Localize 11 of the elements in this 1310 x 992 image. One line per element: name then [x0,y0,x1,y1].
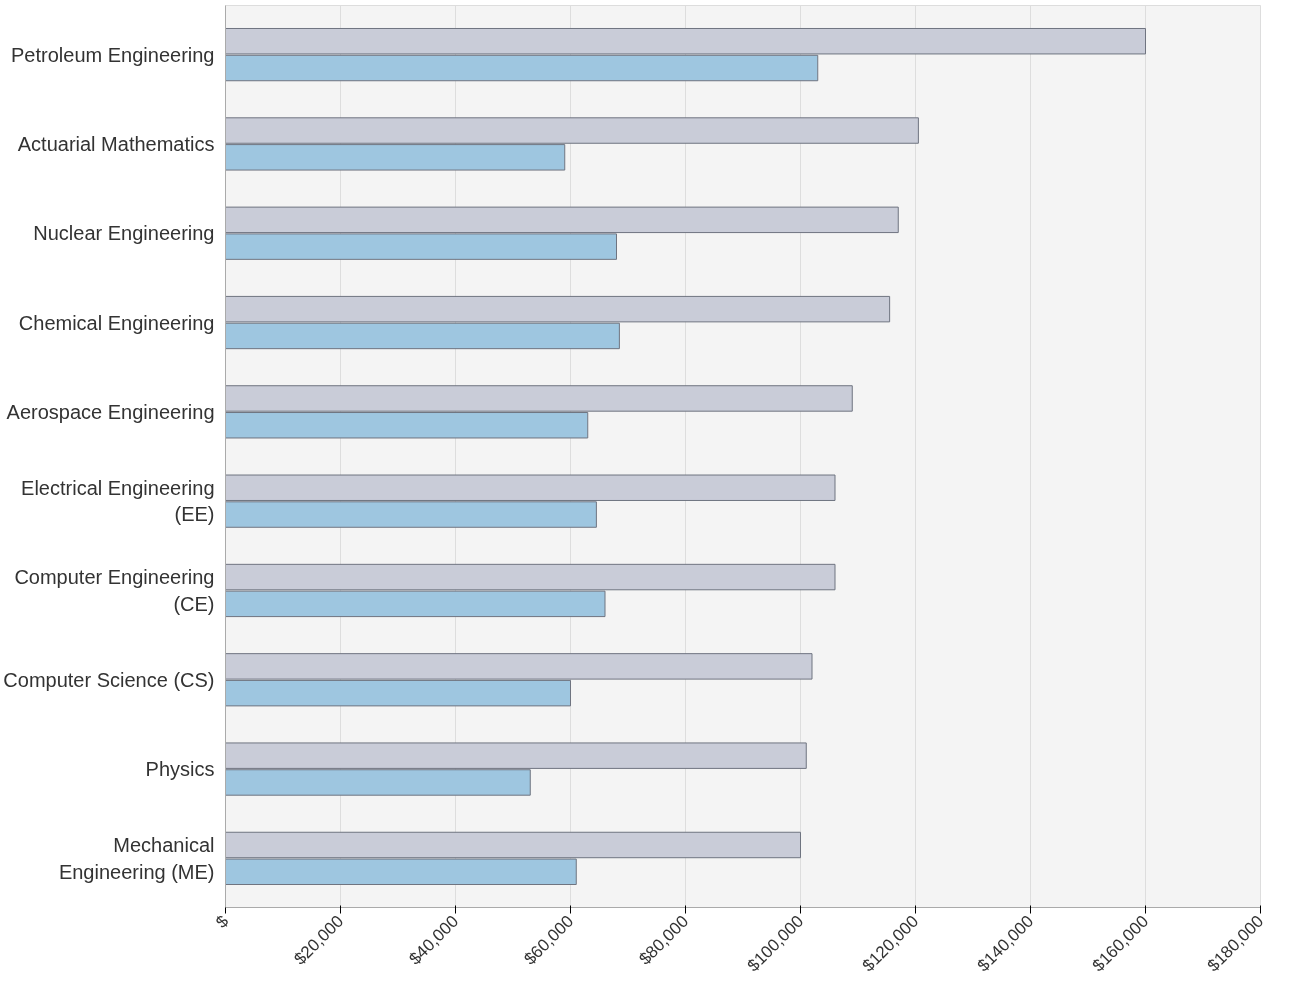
x-tick-label: $ [212,911,233,932]
y-tick-label: Aerospace Engineering [6,400,215,423]
y-tick-label: Computer Engineering (CE) [14,566,215,615]
y-tick-label: Electrical Engineering (EE) [21,476,215,526]
y-tick-label: Actuarial Mathematics [17,132,215,155]
y-tick-label: Nuclear Engineering [33,222,215,245]
y-tick-label: Computer Science (CS) [3,668,215,691]
y-tick-label: Petroleum Engineering [11,43,215,66]
y-tick-label: Chemical Engineering [18,311,215,334]
y-tick-label: Mechanical Engineering (ME) [58,834,215,883]
y-tick-label: Physics [145,758,215,781]
